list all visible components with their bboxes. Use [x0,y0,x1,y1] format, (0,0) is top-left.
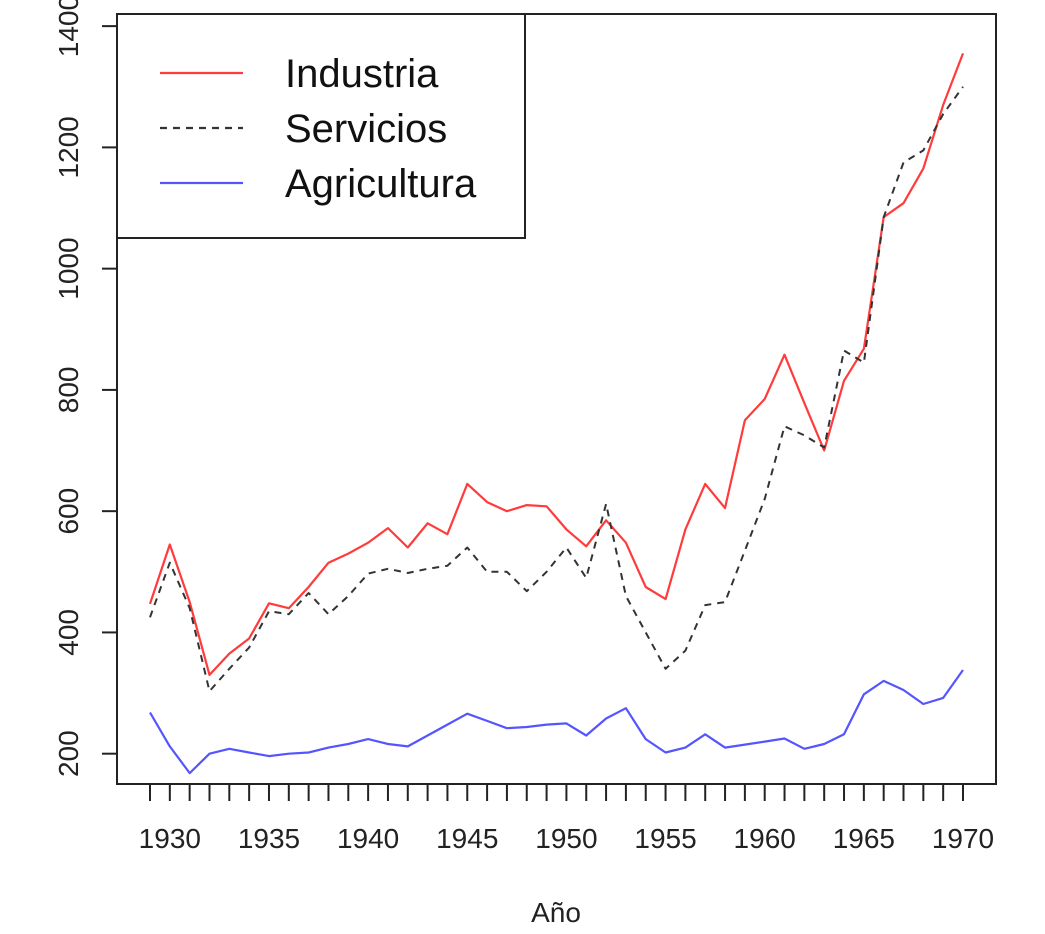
y-axis: 200 400 600 800 1000 1200 1400 [53,0,117,777]
x-tick-label: 1940 [337,823,399,854]
series-line-industria [148,53,965,677]
y-tick-label: 200 [53,730,84,777]
legend-label-servicios: Servicios [285,107,447,151]
x-tick-label: 1930 [139,823,201,854]
x-tick-label: 1960 [734,823,796,854]
y-tick-label: 400 [53,609,84,656]
x-tick-label: 1950 [535,823,597,854]
x-tick-label: 1970 [932,823,994,854]
legend-box [116,13,526,239]
x-tick-label: 1955 [634,823,696,854]
x-tick-label: 1965 [833,823,895,854]
plot-frame [116,13,997,785]
x-axis: 1930 1935 1940 1945 1950 1955 1960 1965 1970 [139,784,994,854]
y-tick-label: 1400 [53,0,84,57]
legend: Industria Servicios Agricultura [116,13,526,239]
y-tick-label: 1000 [53,237,84,299]
x-tick-label: 1935 [238,823,300,854]
legend-label-agricultura: Agricultura [285,162,477,206]
series-line-agricultura [149,669,964,775]
x-tick-label: 1945 [436,823,498,854]
y-tick-label: 800 [53,367,84,414]
x-axis-title: Año [531,897,581,928]
series-layer [148,53,965,775]
legend-label-industria: Industria [285,52,439,96]
y-tick-label: 600 [53,488,84,535]
y-tick-label: 1200 [53,116,84,178]
